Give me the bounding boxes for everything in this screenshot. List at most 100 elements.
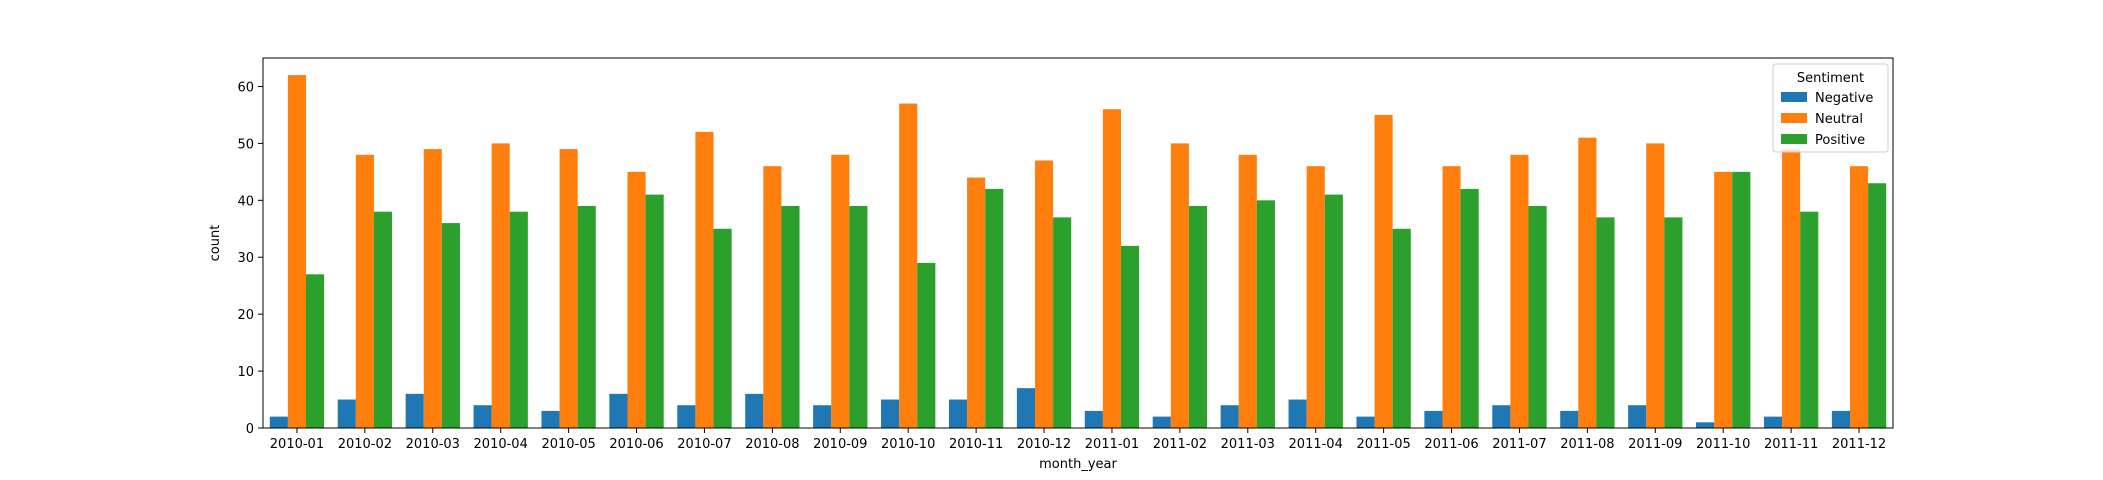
x-tick-label-2011-03: 2011-03 bbox=[1221, 437, 1275, 452]
bar-negative-2011-06 bbox=[1424, 410, 1443, 428]
bar-positive-2011-03 bbox=[1256, 200, 1275, 428]
bar-negative-2011-04 bbox=[1288, 399, 1307, 428]
bar-negative-2010-01 bbox=[269, 416, 288, 428]
bar-positive-2011-01 bbox=[1121, 245, 1140, 428]
bar-negative-2010-09 bbox=[813, 405, 832, 428]
y-tick-label: 40 bbox=[237, 194, 254, 209]
legend-label-negative: Negative bbox=[1815, 91, 1873, 106]
x-tick-label-2010-12: 2010-12 bbox=[1017, 437, 1071, 452]
x-axis: 2010-01 2010-02 2010-03 2010-04 2010-05 2010-… bbox=[270, 428, 1886, 452]
bar-neutral-2011-02 bbox=[1170, 143, 1189, 428]
x-tick-label-2010-01: 2010-01 bbox=[270, 437, 324, 452]
legend-swatch-positive bbox=[1781, 134, 1807, 144]
x-tick-label-2010-09: 2010-09 bbox=[813, 437, 867, 452]
bar-negative-2010-12 bbox=[1016, 388, 1035, 428]
bar-neutral-2011-12 bbox=[1849, 166, 1869, 428]
legend-box bbox=[1772, 63, 1889, 153]
x-tick-label-2010-08: 2010-08 bbox=[745, 437, 799, 452]
bars-layer bbox=[269, 75, 1887, 429]
legend: Sentiment Negative Neutral Positive bbox=[1772, 63, 1889, 153]
bar-negative-2011-03 bbox=[1220, 405, 1239, 428]
bar-positive-2010-04 bbox=[509, 211, 528, 428]
bar-positive-2011-02 bbox=[1188, 206, 1208, 428]
x-tick-label-2011-10: 2011-10 bbox=[1696, 437, 1750, 452]
x-tick-label-2010-02: 2010-02 bbox=[338, 437, 392, 452]
bar-positive-2010-12 bbox=[1053, 217, 1072, 428]
bar-positive-2010-08 bbox=[781, 206, 800, 428]
bar-positive-2011-10 bbox=[1732, 171, 1751, 428]
x-tick-label-2010-03: 2010-03 bbox=[406, 437, 460, 452]
bar-negative-2011-01 bbox=[1084, 410, 1103, 428]
legend-label-positive: Positive bbox=[1815, 133, 1865, 148]
bar-negative-2011-07 bbox=[1492, 405, 1511, 428]
x-tick-label-2011-04: 2011-04 bbox=[1289, 437, 1343, 452]
bar-neutral-2010-03 bbox=[423, 149, 442, 428]
bar-neutral-2010-06 bbox=[627, 171, 646, 428]
bar-negative-2010-11 bbox=[948, 399, 968, 428]
x-tick-label-2010-07: 2010-07 bbox=[677, 437, 731, 452]
bar-neutral-2010-04 bbox=[491, 143, 510, 428]
bar-neutral-2011-08 bbox=[1578, 137, 1597, 428]
x-tick-label-2011-02: 2011-02 bbox=[1153, 437, 1207, 452]
x-tick-label-2011-01: 2011-01 bbox=[1085, 437, 1139, 452]
x-tick-label-2010-04: 2010-04 bbox=[474, 437, 528, 452]
bar-negative-2010-06 bbox=[609, 393, 628, 428]
bar-neutral-2010-11 bbox=[967, 177, 986, 428]
bar-neutral-2011-06 bbox=[1442, 166, 1461, 428]
x-tick-label-2011-07: 2011-07 bbox=[1492, 437, 1546, 452]
bar-neutral-2010-07 bbox=[695, 132, 714, 428]
bar-positive-2011-05 bbox=[1392, 228, 1411, 428]
y-axis: 0 10 20 30 40 50 60 bbox=[237, 80, 263, 437]
bar-neutral-2010-01 bbox=[287, 75, 307, 428]
bar-positive-2010-05 bbox=[577, 206, 596, 428]
plot-frame bbox=[262, 57, 1894, 429]
bar-neutral-2011-05 bbox=[1374, 114, 1393, 429]
legend-swatch-negative bbox=[1781, 92, 1807, 102]
legend-label-neutral: Neutral bbox=[1815, 112, 1863, 127]
legend-swatch-neutral bbox=[1781, 113, 1807, 123]
bar-neutral-2010-08 bbox=[763, 166, 782, 428]
bar-neutral-2010-10 bbox=[899, 103, 918, 428]
x-tick-label-2011-05: 2011-05 bbox=[1356, 437, 1410, 452]
bar-positive-2011-09 bbox=[1664, 217, 1683, 428]
bar-positive-2010-10 bbox=[917, 262, 936, 428]
bar-positive-2010-02 bbox=[373, 211, 393, 428]
bar-negative-2011-09 bbox=[1628, 405, 1647, 428]
bar-negative-2010-07 bbox=[677, 405, 696, 428]
bar-neutral-2011-01 bbox=[1102, 109, 1122, 428]
bar-positive-2010-06 bbox=[645, 194, 664, 428]
x-tick-label-2011-08: 2011-08 bbox=[1560, 437, 1614, 452]
bar-negative-2010-05 bbox=[541, 410, 560, 428]
bar-negative-2011-08 bbox=[1560, 410, 1579, 428]
bar-neutral-2010-05 bbox=[559, 149, 578, 428]
bar-negative-2010-03 bbox=[405, 393, 424, 428]
bar-neutral-2010-12 bbox=[1034, 160, 1054, 428]
bar-positive-2011-07 bbox=[1528, 206, 1547, 428]
bar-positive-2011-04 bbox=[1324, 194, 1343, 428]
bar-negative-2011-02 bbox=[1152, 416, 1171, 428]
y-tick-label: 10 bbox=[237, 365, 254, 380]
y-tick-label: 20 bbox=[237, 308, 254, 323]
y-tick-label: 50 bbox=[237, 137, 254, 152]
bar-neutral-2011-03 bbox=[1238, 154, 1257, 428]
bar-positive-2011-12 bbox=[1868, 183, 1887, 428]
x-tick-label-2010-05: 2010-05 bbox=[541, 437, 595, 452]
bar-positive-2011-06 bbox=[1460, 188, 1479, 428]
x-tick-label-2010-11: 2010-11 bbox=[949, 437, 1003, 452]
bar-neutral-2011-10 bbox=[1714, 171, 1733, 428]
bar-negative-2010-04 bbox=[473, 405, 492, 428]
bar-neutral-2010-02 bbox=[355, 154, 374, 428]
bar-negative-2010-08 bbox=[745, 393, 764, 428]
x-tick-label-2010-06: 2010-06 bbox=[609, 437, 663, 452]
x-tick-label-2010-10: 2010-10 bbox=[881, 437, 935, 452]
x-tick-label-2011-12: 2011-12 bbox=[1832, 437, 1886, 452]
bar-positive-2010-07 bbox=[713, 228, 732, 428]
legend-title: Sentiment bbox=[1797, 71, 1864, 86]
bar-positive-2011-08 bbox=[1596, 217, 1615, 428]
x-axis-label: month_year bbox=[1039, 457, 1117, 472]
bar-negative-2011-11 bbox=[1763, 416, 1783, 428]
x-tick-label-2011-09: 2011-09 bbox=[1628, 437, 1682, 452]
bar-positive-2011-11 bbox=[1800, 211, 1819, 428]
y-axis-label: count bbox=[208, 225, 223, 262]
